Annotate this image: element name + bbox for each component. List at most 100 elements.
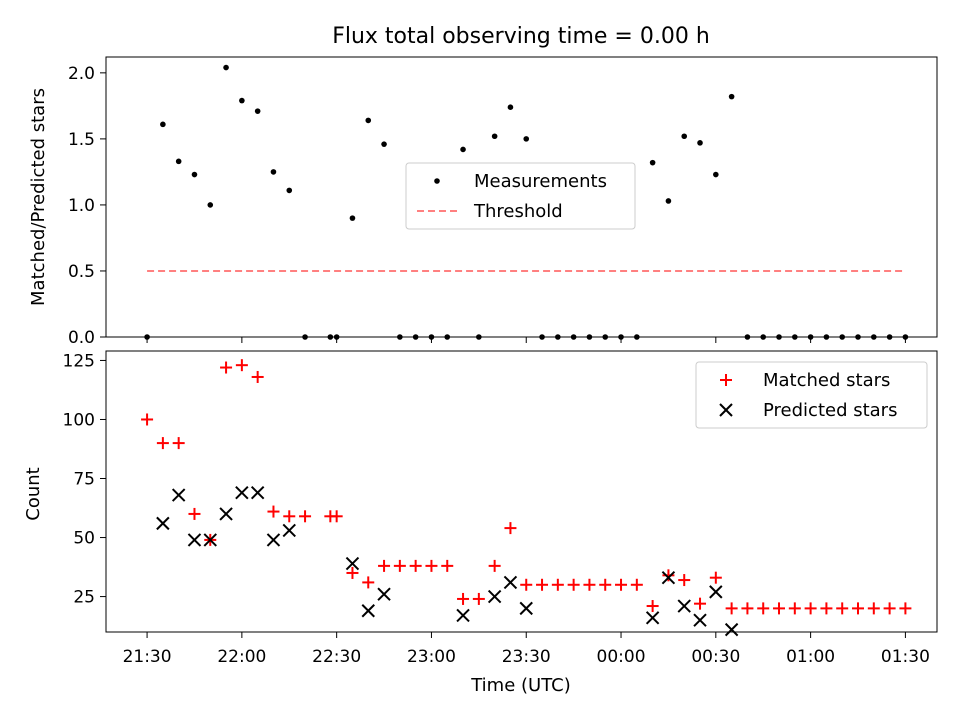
measurement-point <box>286 187 293 194</box>
matched-star-point <box>299 510 312 523</box>
measurement-point <box>175 158 182 165</box>
bottom-x-axis-label: Time (UTC) <box>470 675 571 696</box>
legend-matched-label: Matched stars <box>763 370 890 391</box>
matched-star-point <box>472 592 485 605</box>
matched-star-point <box>551 578 564 591</box>
predicted-star-point <box>361 604 375 618</box>
matched-star-point <box>235 359 248 372</box>
matched-star-point <box>899 602 912 615</box>
measurement-point <box>223 64 229 71</box>
predicted-star-point <box>724 622 739 637</box>
matched-star-point <box>141 413 154 426</box>
predicted-star-point <box>345 556 360 571</box>
predicted-star-point <box>377 587 391 601</box>
predicted-star-point <box>677 599 691 613</box>
measurement-point <box>365 117 372 124</box>
matched-star-point <box>283 510 296 523</box>
matched-star-point <box>330 510 343 523</box>
bottom-plot-area <box>141 359 912 637</box>
matched-star-point <box>836 602 849 615</box>
matched-star-point <box>346 566 359 579</box>
top-y-tick-label: 0.5 <box>68 262 95 282</box>
measurement-point <box>507 104 514 110</box>
top-y-axis-label: Matched/Predicted stars <box>28 88 49 306</box>
matched-star-point <box>504 522 517 535</box>
matched-star-point <box>662 569 675 582</box>
matched-star-point <box>741 602 754 615</box>
matched-star-point <box>267 505 280 518</box>
bottom-y-axis-label: Count <box>23 467 44 520</box>
measurement-point <box>254 108 261 114</box>
matched-star-point <box>441 559 454 572</box>
matched-star-point <box>852 602 865 615</box>
top-y-tick-label: 2.0 <box>68 64 95 84</box>
measurement-point <box>649 159 656 166</box>
legend-measurements-marker <box>434 178 440 184</box>
bottom-x-axis: 21:30 22:00 22:30 23:00 23:30 00:00 00:30 01:00… <box>123 632 930 667</box>
matched-star-point <box>788 602 801 615</box>
matched-star-point <box>409 559 422 572</box>
predicted-star-point <box>235 485 249 500</box>
matched-star-point <box>220 361 233 374</box>
measurement-point <box>270 169 277 175</box>
matched-star-point <box>457 592 470 605</box>
measurement-point <box>491 133 498 140</box>
matched-star-point <box>883 602 896 615</box>
bottom-axes-frame <box>105 350 938 633</box>
matched-star-point <box>615 578 628 591</box>
matched-star-point <box>773 602 786 615</box>
measurement-point <box>239 97 245 104</box>
matched-star-point <box>425 559 438 572</box>
predicted-star-point <box>519 601 533 616</box>
matched-star-point <box>378 559 391 572</box>
bottom-x-tick-label: 00:00 <box>597 647 646 667</box>
predicted-star-point <box>156 516 170 531</box>
top-y-axis: 0.0 0.5 1.0 1.5 2.0 <box>68 64 106 348</box>
top-y-tick-label: 1.0 <box>68 196 95 216</box>
measurement-point <box>191 171 198 178</box>
top-y-tick-label: 0.0 <box>68 328 95 348</box>
predicted-star-point <box>171 488 186 502</box>
measurement-point <box>665 198 672 204</box>
bottom-legend: Matched stars Predicted stars <box>695 361 928 429</box>
predicted-star-point <box>456 608 470 623</box>
predicted-star-point <box>645 611 660 625</box>
top-legend-box <box>405 162 636 230</box>
predicted-star-point <box>693 613 707 627</box>
bottom-x-tick-label: 23:00 <box>407 647 456 667</box>
predicted-star-point <box>187 533 202 547</box>
legend-measurements-label: Measurements <box>474 171 607 192</box>
legend-threshold-label: Threshold <box>473 201 563 222</box>
top-legend: Measurements Threshold <box>405 162 636 230</box>
predicted-star-point <box>503 575 518 590</box>
bottom-x-tick-label: 22:00 <box>217 647 266 667</box>
measurement-point <box>349 215 356 221</box>
matched-star-point <box>536 578 549 591</box>
legend-predicted-label: Predicted stars <box>763 400 897 421</box>
matched-star-point <box>172 437 185 450</box>
bottom-legend-box <box>695 361 928 429</box>
matched-star-point <box>520 578 533 591</box>
bottom-x-tick-label: 22:30 <box>312 647 361 667</box>
measurement-point <box>160 121 166 128</box>
bottom-y-tick-label: 100 <box>63 410 95 430</box>
measurement-point <box>697 140 703 146</box>
bottom-x-tick-label: 21:30 <box>123 647 172 667</box>
matched-star-point <box>694 597 707 610</box>
measurement-point <box>681 133 688 140</box>
matched-star-point <box>156 437 169 450</box>
measurement-point <box>713 171 719 178</box>
predicted-star-point <box>250 485 265 500</box>
matched-star-point <box>393 559 406 572</box>
predicted-star-point <box>219 507 233 521</box>
predicted-star-point <box>282 523 296 538</box>
top-chart-title: Flux total observing time = 0.00 h <box>332 24 710 49</box>
matched-star-point <box>757 602 770 615</box>
measurement-point <box>523 136 530 142</box>
matched-star-point <box>599 578 612 591</box>
bottom-y-axis: 25 50 75 100 125 <box>63 351 106 608</box>
bottom-x-tick-label: 00:30 <box>691 647 740 667</box>
matched-star-point <box>188 507 201 520</box>
